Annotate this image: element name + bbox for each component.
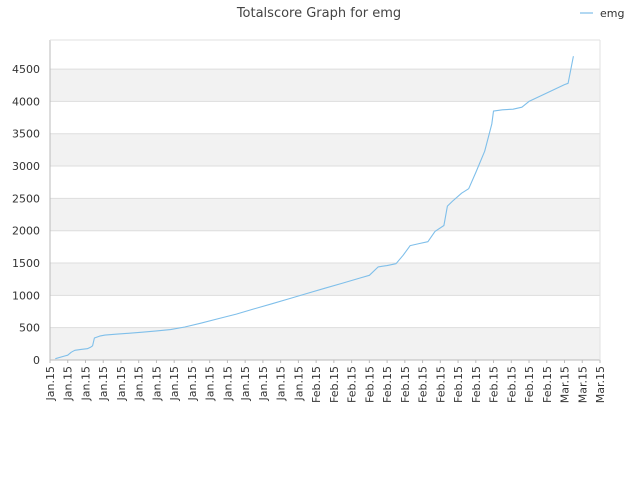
grid-band [50, 327, 600, 360]
legend[interactable]: emg [580, 7, 624, 20]
x-tick-label: Feb.15 [381, 366, 394, 403]
y-tick-label: 1000 [12, 289, 40, 302]
x-tick-label: Jan.15 [150, 366, 163, 401]
x-tick-label: Feb.15 [417, 366, 430, 403]
x-tick-label: Jan.15 [115, 366, 128, 401]
x-tick-label: Feb.15 [346, 366, 359, 403]
background-bands [50, 69, 600, 360]
x-tick-label: Jan.15 [44, 366, 57, 401]
x-tick-label: Feb.15 [363, 366, 376, 403]
grid-band [50, 198, 600, 231]
x-tick-label: Jan.15 [168, 366, 181, 401]
y-tick-label: 500 [19, 322, 40, 335]
x-tick-label: Jan.15 [257, 366, 270, 401]
y-tick-label: 3500 [12, 128, 40, 141]
x-tick-label: Jan.15 [292, 366, 305, 401]
x-tick-label: Jan.15 [79, 366, 92, 401]
x-tick-label: Feb.15 [328, 366, 341, 403]
y-axis-ticks: 0 500 1000 1500 2000 2500 3000 3500 4000 4500 [12, 63, 40, 367]
x-tick-label: Jan.15 [239, 366, 252, 401]
axes [49, 39, 601, 361]
x-tick-label: Jan.15 [133, 366, 146, 401]
grid-band [50, 69, 600, 102]
x-tick-label: Jan.15 [62, 366, 75, 401]
y-tick-label: 4500 [12, 63, 40, 76]
x-tick-label: Feb.15 [452, 366, 465, 403]
chart-title: Totalscore Graph for emg [236, 6, 401, 21]
x-tick-label: Feb.15 [505, 366, 518, 403]
x-tick-label: Feb.15 [434, 366, 447, 403]
y-tick-label: 0 [33, 354, 40, 367]
y-tick-label: 2500 [12, 192, 40, 205]
x-tick-label: Feb.15 [310, 366, 323, 403]
x-tick-label: Feb.15 [488, 366, 501, 403]
grid-band [50, 133, 600, 167]
x-axis-ticks: Jan.15 Jan.15 Jan.15 Jan.15 Jan.15 Jan.15 Jan.… [44, 360, 607, 403]
x-tick-label: Jan.15 [186, 366, 199, 401]
x-tick-label: Jan.15 [275, 366, 288, 401]
x-tick-label: Feb.15 [541, 366, 554, 403]
x-tick-label: Feb.15 [470, 366, 483, 403]
x-tick-label: Mar.15 [594, 366, 607, 403]
x-tick-label: Feb.15 [399, 366, 412, 403]
y-tick-label: 3000 [12, 160, 40, 173]
y-tick-label: 4000 [12, 95, 40, 108]
x-tick-label: Feb.15 [523, 366, 536, 403]
x-tick-label: Mar.15 [576, 366, 589, 403]
x-tick-label: Jan.15 [204, 366, 217, 401]
x-tick-label: Jan.15 [97, 366, 110, 401]
y-tick-label: 1500 [12, 257, 40, 270]
series-line-emg [55, 56, 574, 360]
grid-band [50, 263, 600, 296]
x-tick-label: Jan.15 [221, 366, 234, 401]
series-group [55, 56, 574, 360]
legend-label-emg: emg [600, 7, 624, 20]
gridlines [50, 68, 600, 361]
x-tick-label: Mar.15 [559, 366, 572, 403]
y-tick-label: 2000 [12, 225, 40, 238]
